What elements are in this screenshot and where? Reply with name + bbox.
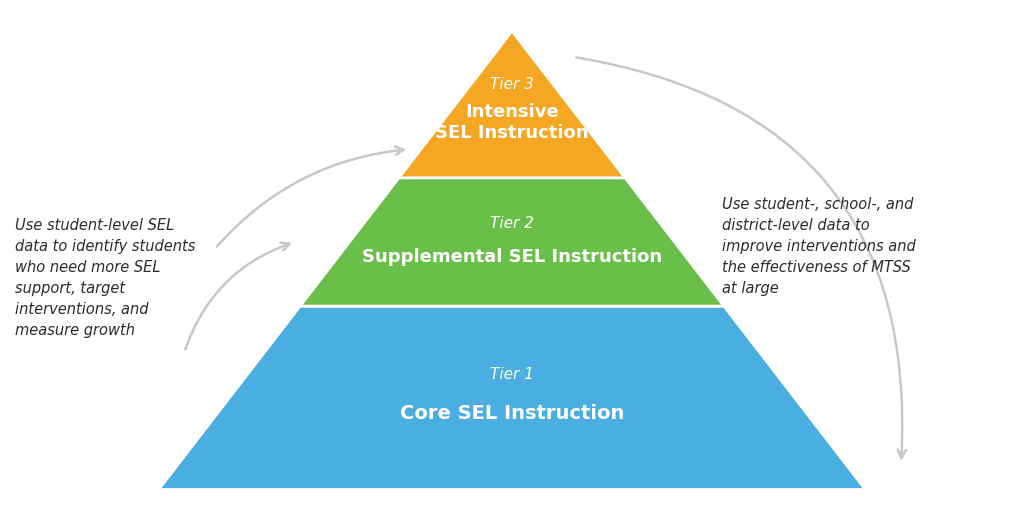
Text: Supplemental SEL Instruction: Supplemental SEL Instruction bbox=[361, 249, 663, 266]
Text: Intensive
SEL Instruction: Intensive SEL Instruction bbox=[435, 103, 589, 142]
Polygon shape bbox=[399, 31, 625, 178]
Polygon shape bbox=[300, 178, 724, 306]
Text: Tier 2: Tier 2 bbox=[490, 217, 534, 232]
Text: Tier 3: Tier 3 bbox=[490, 77, 534, 92]
Polygon shape bbox=[159, 306, 865, 490]
Text: Use student-level SEL
data to identify students
who need more SEL
support, targe: Use student-level SEL data to identify s… bbox=[15, 218, 196, 338]
Text: Core SEL Instruction: Core SEL Instruction bbox=[399, 404, 625, 423]
Text: Use student-, school-, and
district-level data to
improve interventions and
the : Use student-, school-, and district-leve… bbox=[722, 197, 915, 296]
Text: Tier 1: Tier 1 bbox=[490, 367, 534, 382]
